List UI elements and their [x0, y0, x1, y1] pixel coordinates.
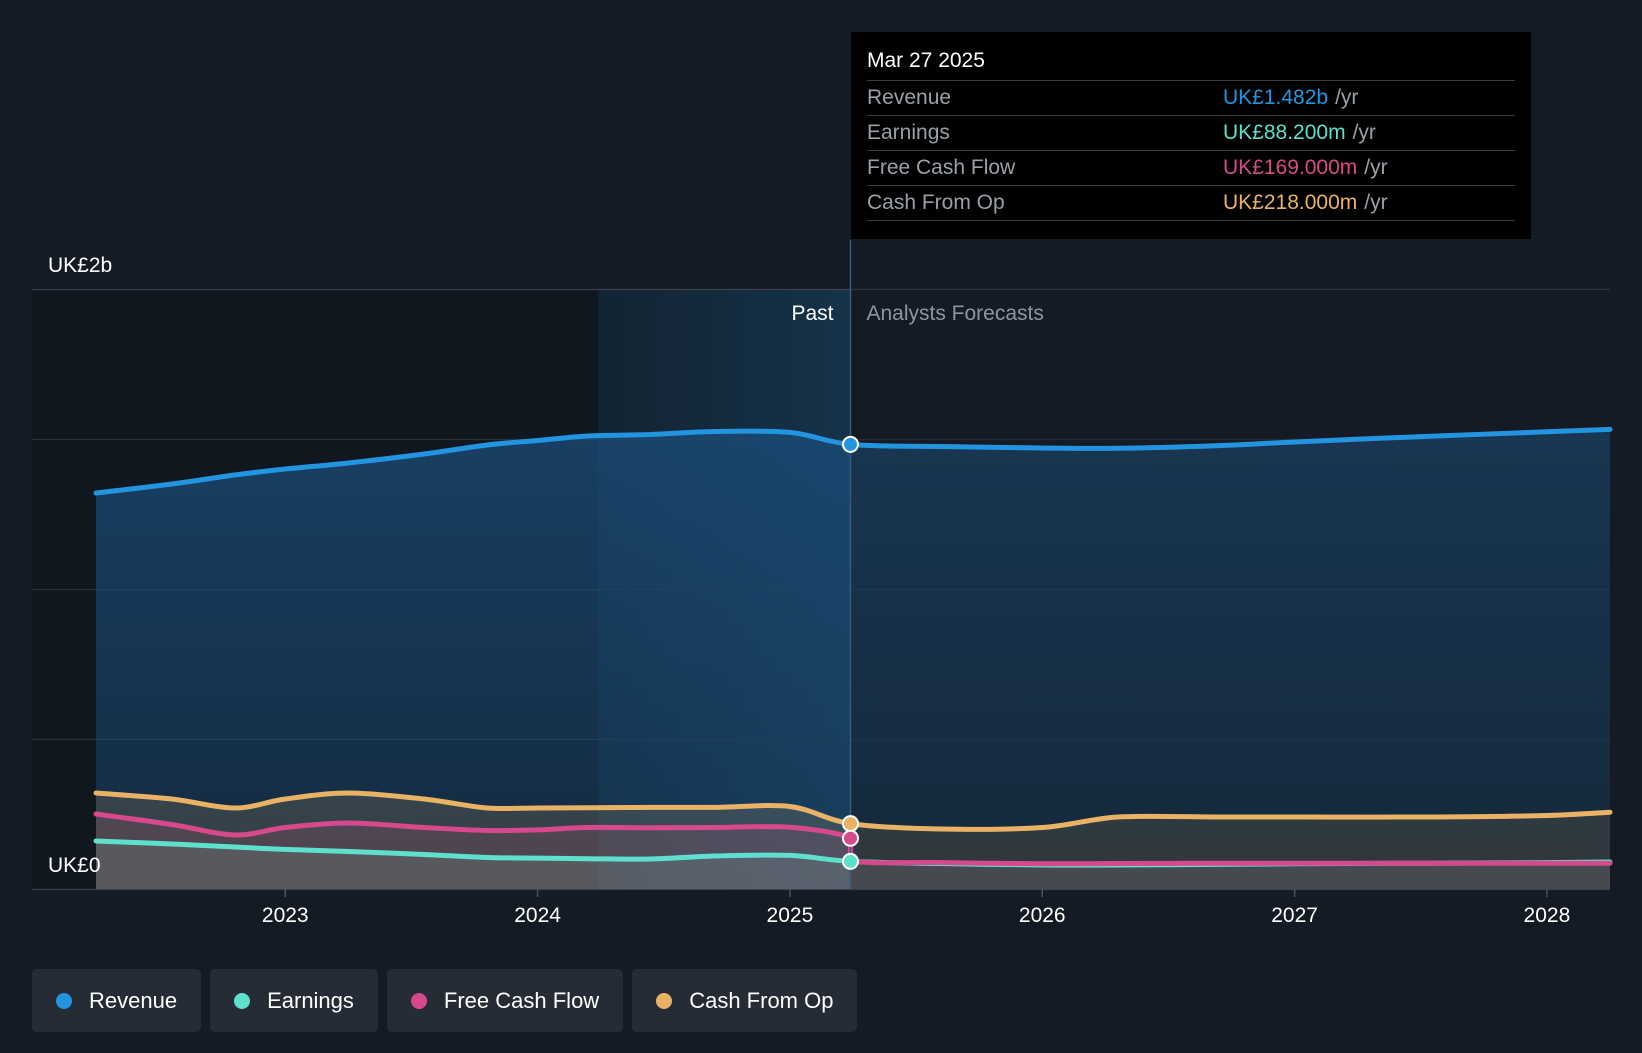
legend-item-free-cash-flow[interactable]: Free Cash Flow: [386, 969, 624, 1032]
tooltip-unit: /yr: [1335, 86, 1359, 109]
marker-earnings: [841, 852, 859, 870]
line-cash-from-op: [93, 790, 1613, 832]
legend-label: Earnings: [267, 987, 354, 1013]
y-axis-bottom-label: UK£0: [48, 854, 101, 877]
tooltip-unit: /yr: [1352, 121, 1376, 144]
tooltip-label: Earnings: [867, 121, 950, 144]
x-tick-label: 2027: [1271, 904, 1318, 927]
tooltip-label: Revenue: [867, 86, 952, 109]
x-tick-label: 2026: [1019, 904, 1066, 927]
tooltip-unit: /yr: [1364, 156, 1388, 179]
tooltip-value: UK£169.000m: [1223, 156, 1358, 179]
legend-item-earnings[interactable]: Earnings: [210, 969, 378, 1032]
tooltip-label: Cash From Op: [867, 191, 1005, 214]
tooltip-row-cash-from-op: Cash From Op UK£218.000m /yr: [867, 186, 1515, 221]
forecast-shade: [850, 289, 1610, 889]
tooltip-date: Mar 27 2025: [867, 46, 1515, 81]
x-tick-label: 2024: [514, 904, 561, 927]
series-lines: [93, 426, 1613, 868]
chart-marks: [841, 240, 859, 889]
tooltip-value: UK£1.482b: [1223, 86, 1329, 109]
legend-item-revenue[interactable]: Revenue: [32, 969, 202, 1032]
area-revenue: [96, 429, 1610, 889]
legend: Revenue Earnings Free Cash Flow Cash Fro…: [32, 969, 858, 1032]
series-areas: [96, 289, 1610, 889]
x-tick-label: 2025: [767, 904, 814, 927]
tooltip-value: UK£218.000m: [1223, 191, 1358, 214]
marker-free-cash-flow: [841, 829, 859, 847]
legend-label: Cash From Op: [689, 987, 834, 1013]
line-free-cash-flow: [93, 811, 1613, 867]
area-free-cash-flow: [96, 814, 1610, 889]
legend-dot-icon: [56, 992, 72, 1009]
tooltip-value: UK£88.200m: [1223, 121, 1346, 144]
legend-item-cash-from-op[interactable]: Cash From Op: [632, 969, 858, 1032]
legend-label: Free Cash Flow: [443, 987, 600, 1013]
tooltip-row-revenue: Revenue UK£1.482b /yr: [867, 81, 1515, 116]
past-label: Past: [791, 302, 833, 325]
tooltip-unit: /yr: [1364, 191, 1388, 214]
line-revenue: [93, 426, 1613, 496]
tooltip-rows: Revenue UK£1.482b /yr Earnings UK£88.200…: [867, 81, 1515, 221]
y-axis-top-label: UK£2b: [48, 254, 112, 277]
tooltip-row-free-cash-flow: Free Cash Flow UK£169.000m /yr: [867, 151, 1515, 186]
legend-dot-icon: [656, 992, 673, 1009]
forecast-label: Analysts Forecasts: [866, 302, 1043, 325]
tooltip-row-earnings: Earnings UK£88.200m /yr: [867, 116, 1515, 151]
tooltip-label: Free Cash Flow: [867, 156, 1016, 179]
marker-revenue: [841, 435, 859, 453]
x-tick-label: 2028: [1524, 904, 1571, 927]
marker-cash-from-op: [841, 815, 859, 833]
tooltip: Mar 27 2025 Revenue UK£1.482b /yr Earnin…: [851, 32, 1531, 239]
legend-label: Revenue: [89, 987, 178, 1013]
x-tick-label: 2023: [262, 904, 309, 927]
legend-dot-icon: [234, 992, 251, 1009]
axis-labels: 2023 2024 2025 2026 2027 2028 UK£2b UK£0 Past Ana…: [48, 254, 1570, 927]
legend-dot-icon: [410, 992, 427, 1009]
